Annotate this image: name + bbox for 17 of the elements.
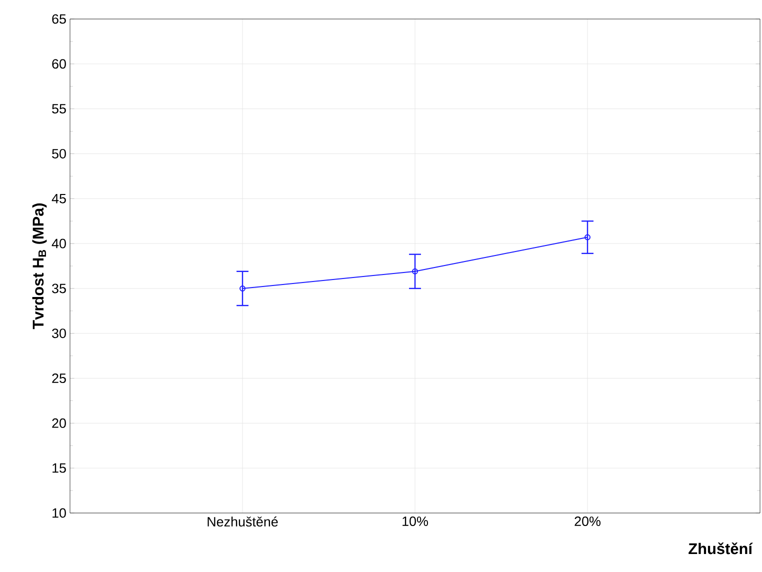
y-tick-label: 65	[52, 14, 66, 24]
y-tick-label: 55	[52, 104, 66, 114]
y-tick-label: 40	[52, 238, 66, 248]
y-tick-label: 35	[52, 284, 66, 294]
y-tick-label: 50	[52, 148, 66, 158]
y-tick-label: 30	[52, 328, 66, 338]
x-tick-label: 20%	[574, 516, 600, 526]
y-tick-label: 15	[52, 463, 66, 473]
y-tick-label: 60	[52, 59, 66, 69]
x-tick-label: 10%	[402, 516, 428, 526]
x-axis-title: Zhuštění	[688, 542, 753, 554]
y-tick-label: 45	[52, 194, 66, 204]
y-tick-label: 10	[52, 508, 66, 518]
x-tick-label: Nezhuštěné	[208, 516, 278, 527]
y-tick-label: 20	[52, 418, 66, 428]
y-axis-title: Tvrdost H$_{B}$ (MPa)	[32, 203, 47, 330]
y-tick-label: 25	[52, 374, 66, 384]
